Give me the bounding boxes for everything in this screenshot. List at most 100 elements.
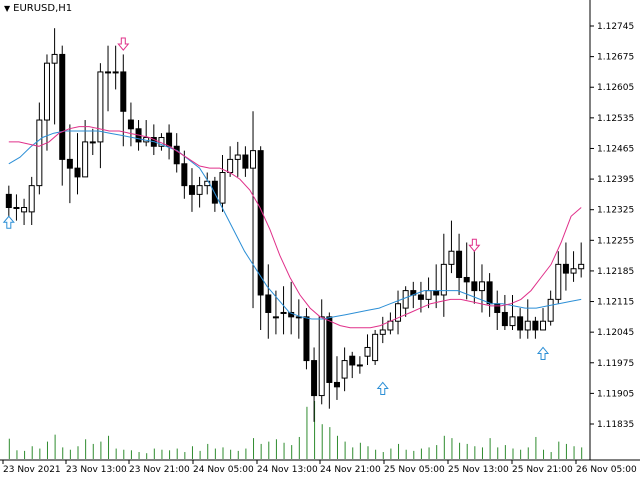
fast-moving-average-line xyxy=(8,126,582,329)
buy-arrow-icon xyxy=(376,381,389,395)
candle-body xyxy=(555,263,562,300)
time-tick-label: 23 Nov 2021 xyxy=(3,465,61,475)
candle-body xyxy=(112,71,119,74)
candle-body xyxy=(234,154,241,160)
price-tick-label: 1.12395 xyxy=(597,175,634,185)
candle-body xyxy=(471,281,478,292)
candle-body xyxy=(181,163,188,187)
candle-body xyxy=(188,185,195,195)
candle-body xyxy=(196,185,203,195)
candle-body xyxy=(43,62,50,121)
candle-body xyxy=(547,298,554,322)
candle-body xyxy=(173,145,180,165)
candle-body xyxy=(82,141,89,178)
candle-body xyxy=(211,180,218,204)
candle-body xyxy=(74,167,81,178)
candle-body xyxy=(540,320,547,331)
candle-body xyxy=(341,360,348,379)
candle-body xyxy=(517,316,524,331)
candle-body xyxy=(379,329,386,335)
time-tick-label: 24 Nov 05:00 xyxy=(193,465,254,475)
time-tick-label: 23 Nov 21:00 xyxy=(129,465,190,475)
price-tick-label: 1.12675 xyxy=(597,53,634,63)
candle-body xyxy=(570,268,577,274)
candle-body xyxy=(105,71,112,74)
candle-body xyxy=(303,316,310,362)
candle-body xyxy=(250,150,257,169)
sell-arrow-icon xyxy=(468,238,481,253)
time-tick-label: 24 Nov 13:00 xyxy=(257,465,318,475)
time-tick-label: 25 Nov 05:00 xyxy=(384,465,445,475)
candle-body xyxy=(433,290,440,296)
price-tick-label: 1.11975 xyxy=(597,359,634,369)
candle-body xyxy=(372,333,379,362)
price-tick-label: 1.11905 xyxy=(597,389,634,399)
candle-body xyxy=(21,207,28,213)
candle-body xyxy=(532,320,539,331)
price-tick-label: 1.12325 xyxy=(597,206,634,216)
triangle-down-icon[interactable]: ▼ xyxy=(4,4,11,13)
time-tick-label: 24 Nov 21:00 xyxy=(320,465,381,475)
candle-body xyxy=(417,294,424,300)
candle-body xyxy=(227,158,234,174)
price-tick-label: 1.12115 xyxy=(597,298,634,308)
candle-body xyxy=(5,193,12,209)
price-tick-label: 1.12045 xyxy=(597,328,634,338)
candle-body xyxy=(242,154,249,169)
price-tick-label: 1.12535 xyxy=(597,114,634,124)
candle-body xyxy=(387,320,394,331)
candle-body xyxy=(349,355,356,366)
slow-moving-average-line xyxy=(8,130,582,320)
symbol-timeframe-text: EURUSD,H1 xyxy=(13,3,73,14)
price-tick-label: 1.12185 xyxy=(597,267,634,277)
candle-body xyxy=(562,263,569,274)
candle-body xyxy=(486,281,493,305)
price-tick-label: 1.12255 xyxy=(597,236,634,246)
candle-body xyxy=(272,316,279,319)
candle-body xyxy=(257,150,264,296)
candle-body xyxy=(333,381,340,388)
candle-body xyxy=(66,158,73,169)
candle-body xyxy=(219,172,226,204)
candle-body xyxy=(51,53,58,64)
sell-arrow-icon xyxy=(117,37,130,51)
candle-body xyxy=(364,346,371,357)
candle-body xyxy=(463,276,470,283)
candle-body xyxy=(13,207,20,210)
candle-body xyxy=(501,311,508,327)
time-tick-label: 25 Nov 21:00 xyxy=(512,465,573,475)
candle-body xyxy=(265,294,272,313)
candle-body xyxy=(448,250,455,265)
candle-body xyxy=(395,303,402,322)
candle-body xyxy=(402,290,409,309)
candle-body xyxy=(326,316,333,383)
candle-body xyxy=(578,263,585,270)
price-tick-label: 1.12465 xyxy=(597,144,634,154)
candle-body xyxy=(524,320,531,331)
price-tick-label: 1.12605 xyxy=(597,83,634,93)
time-tick-label: 23 Nov 13:00 xyxy=(66,465,127,475)
candle-body xyxy=(456,250,463,278)
candle-body xyxy=(166,132,173,147)
buy-arrow-icon xyxy=(536,346,550,360)
candle-body xyxy=(494,303,501,313)
candle-body xyxy=(478,281,485,292)
candle-body xyxy=(28,185,35,213)
candle-body xyxy=(127,119,134,130)
candle-body xyxy=(318,316,325,397)
candle-body xyxy=(509,316,516,327)
symbol-label[interactable]: ▼ EURUSD,H1 xyxy=(4,3,72,14)
candle-body xyxy=(425,290,432,300)
candle-body xyxy=(97,71,104,143)
candle-body xyxy=(356,364,363,367)
price-tick-label: 1.11835 xyxy=(597,420,634,430)
candle-body xyxy=(311,360,318,397)
candle-body xyxy=(280,311,287,314)
price-tick-label: 1.12745 xyxy=(597,22,634,32)
time-tick-label: 26 Nov 05:00 xyxy=(576,465,637,475)
candle-body xyxy=(440,263,447,296)
candle-body xyxy=(36,119,43,187)
candle-body xyxy=(89,141,96,144)
